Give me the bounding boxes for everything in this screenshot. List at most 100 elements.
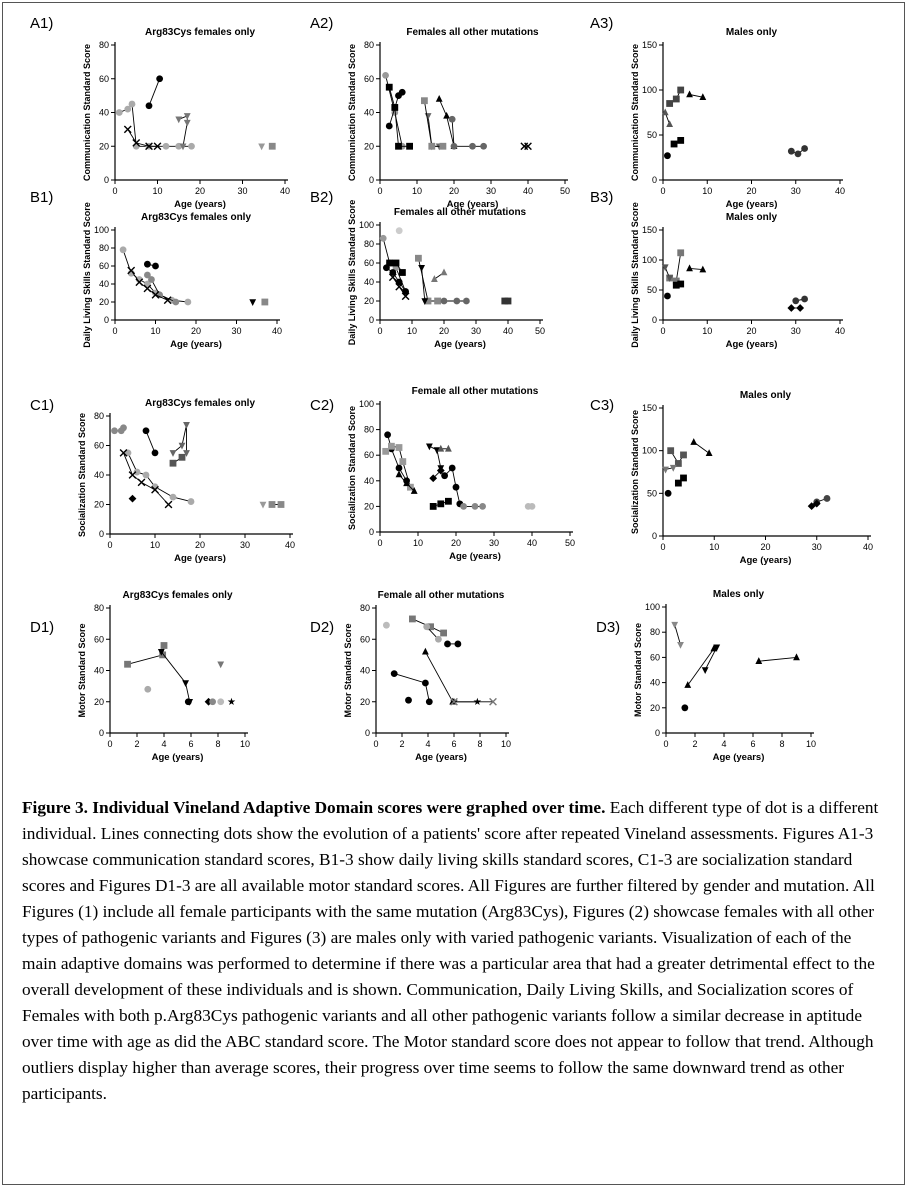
x-tick-label: 0	[663, 739, 668, 749]
y-tick-label: 100	[642, 255, 657, 265]
data-point	[178, 453, 186, 461]
y-tick-label: 40	[99, 108, 109, 118]
figure-caption: Figure 3. Individual Vineland Adaptive D…	[22, 795, 890, 1107]
data-point	[471, 503, 479, 510]
y-tick-label: 20	[650, 703, 660, 713]
data-series	[421, 97, 447, 150]
data-series	[787, 145, 808, 158]
x-axis-label: Age (years)	[447, 199, 499, 210]
series-line	[451, 119, 484, 147]
data-series	[450, 697, 497, 706]
panel-label: D3)	[596, 619, 620, 636]
y-tick-label: 80	[94, 411, 104, 421]
data-point	[389, 269, 397, 276]
data-series	[662, 464, 677, 474]
data-point	[672, 277, 680, 285]
data-point	[142, 427, 150, 435]
data-series	[661, 264, 674, 282]
x-axis-label: Age (years)	[449, 551, 501, 562]
data-point	[662, 466, 669, 474]
data-point	[431, 275, 438, 282]
y-tick-label: 50	[647, 285, 657, 295]
data-point	[429, 503, 437, 510]
data-series	[261, 298, 269, 306]
data-series	[690, 438, 713, 457]
data-point	[132, 138, 141, 147]
x-tick-label: 40	[523, 186, 533, 196]
y-tick-label: 40	[99, 279, 109, 289]
x-axis-label: Age (years)	[726, 339, 778, 350]
data-point	[677, 137, 685, 144]
y-tick-label: 20	[99, 141, 109, 151]
x-tick-label: 0	[107, 739, 112, 749]
data-point	[119, 448, 128, 457]
data-point	[183, 119, 191, 127]
x-tick-label: 0	[660, 542, 665, 552]
data-point	[142, 471, 150, 479]
x-tick-label: 40	[503, 326, 513, 336]
data-point	[410, 487, 418, 494]
x-tick-label: 20	[195, 186, 205, 196]
y-tick-label: 80	[99, 243, 109, 253]
y-tick-label: 0	[369, 315, 374, 325]
y-tick-label: 0	[104, 315, 109, 325]
data-series	[792, 295, 808, 305]
data-point	[674, 460, 682, 467]
data-point	[111, 427, 118, 435]
series-line	[145, 430, 156, 454]
panel-label: C2)	[310, 397, 334, 414]
data-point	[787, 304, 796, 312]
data-point	[144, 280, 151, 288]
x-tick-label: 20	[449, 186, 459, 196]
data-series	[787, 304, 805, 312]
y-axis-label: Motor Standard Score	[343, 623, 353, 717]
y-tick-label: 0	[369, 527, 374, 537]
data-point	[672, 281, 680, 289]
panel-label: B1)	[30, 189, 53, 206]
data-series	[268, 142, 276, 150]
data-series	[209, 698, 217, 706]
x-tick-label: 30	[471, 326, 481, 336]
data-point	[469, 142, 476, 150]
data-point	[395, 464, 403, 472]
x-tick-label: 0	[377, 538, 382, 548]
data-point	[755, 657, 763, 664]
chart-title: Females all other mutations	[394, 207, 527, 218]
panel-label: C1)	[30, 397, 54, 414]
data-point	[183, 113, 191, 120]
data-series	[142, 427, 159, 457]
x-tick-label: 8	[779, 739, 784, 749]
y-tick-label: 0	[99, 728, 104, 738]
x-tick-label: 40	[280, 186, 290, 196]
y-tick-label: 100	[642, 85, 657, 95]
y-tick-label: 20	[94, 500, 104, 510]
data-series	[123, 125, 162, 151]
y-tick-label: 80	[99, 40, 109, 50]
y-tick-label: 100	[645, 602, 660, 612]
data-point	[159, 651, 167, 659]
data-point	[120, 424, 127, 432]
data-series	[415, 254, 441, 305]
data-point	[175, 116, 183, 124]
x-tick-label: 10	[806, 739, 816, 749]
data-point	[479, 503, 486, 510]
series-line	[421, 267, 426, 302]
data-point	[388, 273, 397, 282]
data-series	[664, 152, 671, 160]
data-point	[169, 493, 177, 501]
data-point	[440, 268, 448, 276]
data-point	[403, 479, 410, 487]
x-tick-label: 10	[240, 739, 250, 749]
y-tick-label: 60	[94, 634, 104, 644]
series-line	[423, 100, 443, 147]
x-tick-label: 20	[439, 326, 449, 336]
data-point	[217, 698, 225, 706]
data-series	[124, 449, 195, 505]
data-point	[677, 86, 685, 94]
data-point	[437, 500, 445, 508]
x-tick-label: 2	[692, 739, 697, 749]
data-point	[123, 125, 132, 134]
data-point	[169, 450, 177, 457]
data-point	[454, 640, 462, 648]
x-axis-label: Age (years)	[170, 339, 222, 350]
